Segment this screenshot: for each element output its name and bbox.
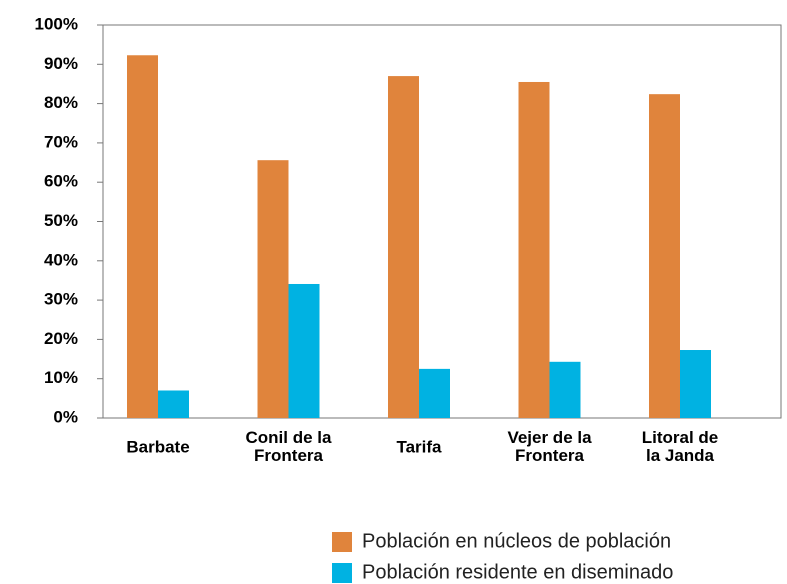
legend-swatch	[332, 563, 352, 583]
bar	[257, 160, 289, 418]
y-tick-label: 50%	[44, 211, 78, 230]
y-tick-label: 70%	[44, 132, 78, 151]
bar	[158, 390, 189, 418]
bar	[288, 283, 320, 418]
y-tick-label: 40%	[44, 250, 78, 269]
bar	[680, 350, 711, 418]
y-tick-label: 20%	[44, 329, 78, 348]
y-tick-label: 90%	[44, 54, 78, 73]
bar	[649, 94, 680, 418]
y-tick-label: 0%	[53, 407, 78, 426]
x-tick-label: Conil de la Frontera	[246, 428, 333, 465]
y-tick-label: 30%	[44, 290, 78, 309]
legend-label: Población residente en diseminado	[362, 561, 673, 583]
x-tick-label: Tarifa	[396, 437, 442, 456]
legend-swatch	[332, 532, 352, 552]
y-tick-label: 60%	[44, 172, 78, 191]
y-tick-label: 10%	[44, 368, 78, 387]
x-tick-label: Litoral de la Janda	[642, 428, 719, 465]
x-tick-label: Vejer de la Frontera	[507, 428, 592, 465]
bar	[518, 81, 550, 419]
bar	[549, 361, 581, 418]
x-tick-label: Barbate	[126, 437, 189, 456]
bar	[127, 55, 158, 419]
y-tick-label: 100%	[35, 14, 78, 33]
legend-label: Población en núcleos de población	[362, 530, 671, 552]
y-tick-label: 80%	[44, 93, 78, 112]
bar	[388, 76, 419, 418]
bar	[419, 368, 450, 418]
